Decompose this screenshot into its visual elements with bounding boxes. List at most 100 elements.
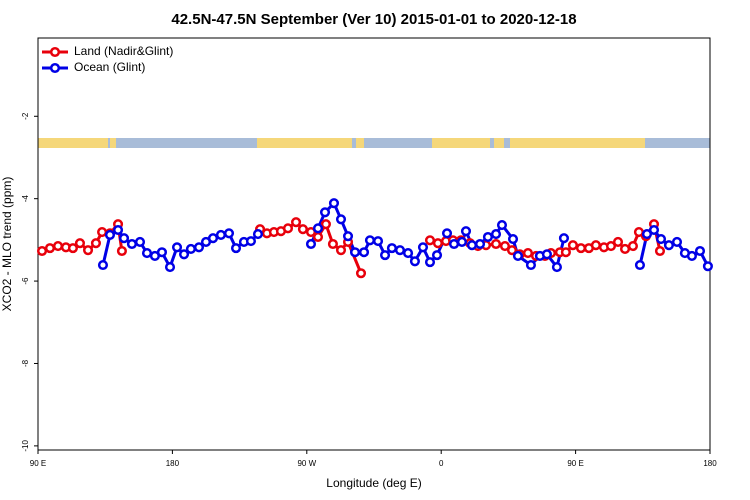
x-tick-label: 90 E bbox=[30, 459, 46, 468]
data-point bbox=[185, 243, 196, 254]
data-point bbox=[512, 250, 524, 261]
data-point bbox=[215, 229, 226, 240]
data-point bbox=[67, 243, 78, 254]
data-point bbox=[655, 234, 667, 245]
data-point bbox=[694, 245, 706, 257]
data-point bbox=[499, 241, 511, 252]
x-tick-label: 90 E bbox=[567, 459, 583, 468]
data-point bbox=[460, 226, 472, 237]
data-point bbox=[358, 247, 370, 258]
data-point bbox=[525, 259, 536, 271]
data-point bbox=[118, 233, 130, 244]
x-tick-label: 180 bbox=[703, 459, 717, 468]
data-point bbox=[590, 240, 601, 251]
data-point bbox=[349, 247, 361, 258]
data-point bbox=[52, 241, 64, 252]
data-point bbox=[496, 219, 508, 231]
data-point bbox=[402, 248, 414, 259]
data-point bbox=[441, 228, 453, 239]
legend-label: Land (Nadir&Glint) bbox=[74, 44, 173, 58]
data-point bbox=[126, 238, 137, 250]
data-point bbox=[671, 236, 683, 247]
data-point bbox=[282, 223, 294, 234]
data-point bbox=[320, 219, 331, 230]
data-point bbox=[305, 238, 317, 250]
data-point bbox=[171, 242, 183, 253]
data-point bbox=[575, 243, 587, 254]
data-point bbox=[567, 240, 578, 251]
data-point bbox=[97, 227, 108, 238]
x-axis-label: Longitude (deg E) bbox=[326, 476, 421, 490]
x-tick-label: 180 bbox=[166, 459, 180, 468]
data-point bbox=[104, 229, 116, 240]
data-point bbox=[82, 245, 94, 256]
data-point bbox=[335, 214, 347, 225]
y-tick-label: -6 bbox=[21, 277, 30, 285]
data-point bbox=[223, 228, 235, 239]
data-point bbox=[417, 242, 429, 253]
x-tick-label: 90 W bbox=[297, 459, 316, 468]
data-point bbox=[290, 217, 302, 228]
data-point bbox=[424, 257, 436, 268]
data-point bbox=[44, 243, 55, 254]
data-point bbox=[627, 241, 638, 252]
data-point bbox=[432, 238, 443, 249]
data-point bbox=[230, 243, 242, 254]
y-tick-label: -2 bbox=[21, 112, 30, 120]
data-point bbox=[702, 261, 713, 272]
data-point bbox=[74, 238, 86, 249]
chart-title: 42.5N-47.5N September (Ver 10) 2015-01-0… bbox=[171, 11, 576, 28]
data-point bbox=[482, 231, 493, 243]
data-point bbox=[342, 231, 354, 242]
data-point bbox=[328, 198, 340, 209]
data-point bbox=[178, 249, 190, 260]
data-point bbox=[605, 241, 617, 252]
data-point bbox=[355, 268, 367, 279]
data-point bbox=[431, 250, 443, 261]
data-point bbox=[456, 236, 468, 247]
data-point bbox=[490, 238, 502, 250]
series-line bbox=[101, 201, 710, 269]
y-tick-label: -4 bbox=[21, 195, 30, 203]
data-point bbox=[327, 238, 338, 250]
data-point bbox=[335, 245, 347, 256]
y-axis-label: XCO2 - MLO trend (ppm) bbox=[0, 177, 14, 312]
data-point bbox=[156, 247, 167, 258]
data-point bbox=[380, 250, 391, 261]
data-point bbox=[116, 245, 127, 257]
data-point bbox=[141, 248, 153, 259]
data-point bbox=[507, 234, 519, 245]
legend-marker bbox=[49, 46, 61, 58]
data-point bbox=[164, 262, 176, 273]
x-tick-label: 0 bbox=[439, 459, 444, 468]
data-point bbox=[641, 229, 653, 240]
data-point bbox=[134, 236, 146, 247]
legend-label: Ocean (Glint) bbox=[74, 60, 145, 74]
y-tick-label: -10 bbox=[21, 440, 30, 452]
data-point bbox=[409, 256, 420, 267]
plot-frame bbox=[37, 37, 711, 451]
data-point bbox=[193, 242, 205, 253]
data-point bbox=[612, 236, 624, 247]
data-point bbox=[319, 207, 331, 218]
data-point bbox=[551, 262, 562, 273]
data-point bbox=[394, 245, 406, 256]
data-point bbox=[634, 259, 646, 271]
data-point bbox=[312, 223, 324, 234]
data-point bbox=[207, 233, 219, 244]
data-point bbox=[506, 245, 518, 256]
data-point bbox=[297, 224, 308, 235]
data-point bbox=[663, 240, 674, 251]
data-point bbox=[560, 247, 571, 258]
y-tick-label: -8 bbox=[21, 359, 30, 367]
land-ocean-strip bbox=[38, 138, 710, 148]
data-point bbox=[558, 233, 570, 244]
data-point bbox=[474, 238, 486, 250]
data-point bbox=[97, 259, 109, 271]
data-point bbox=[648, 224, 660, 236]
data-point bbox=[522, 248, 534, 259]
data-point bbox=[372, 236, 384, 247]
legend-marker bbox=[49, 62, 61, 74]
data-point bbox=[686, 250, 697, 261]
